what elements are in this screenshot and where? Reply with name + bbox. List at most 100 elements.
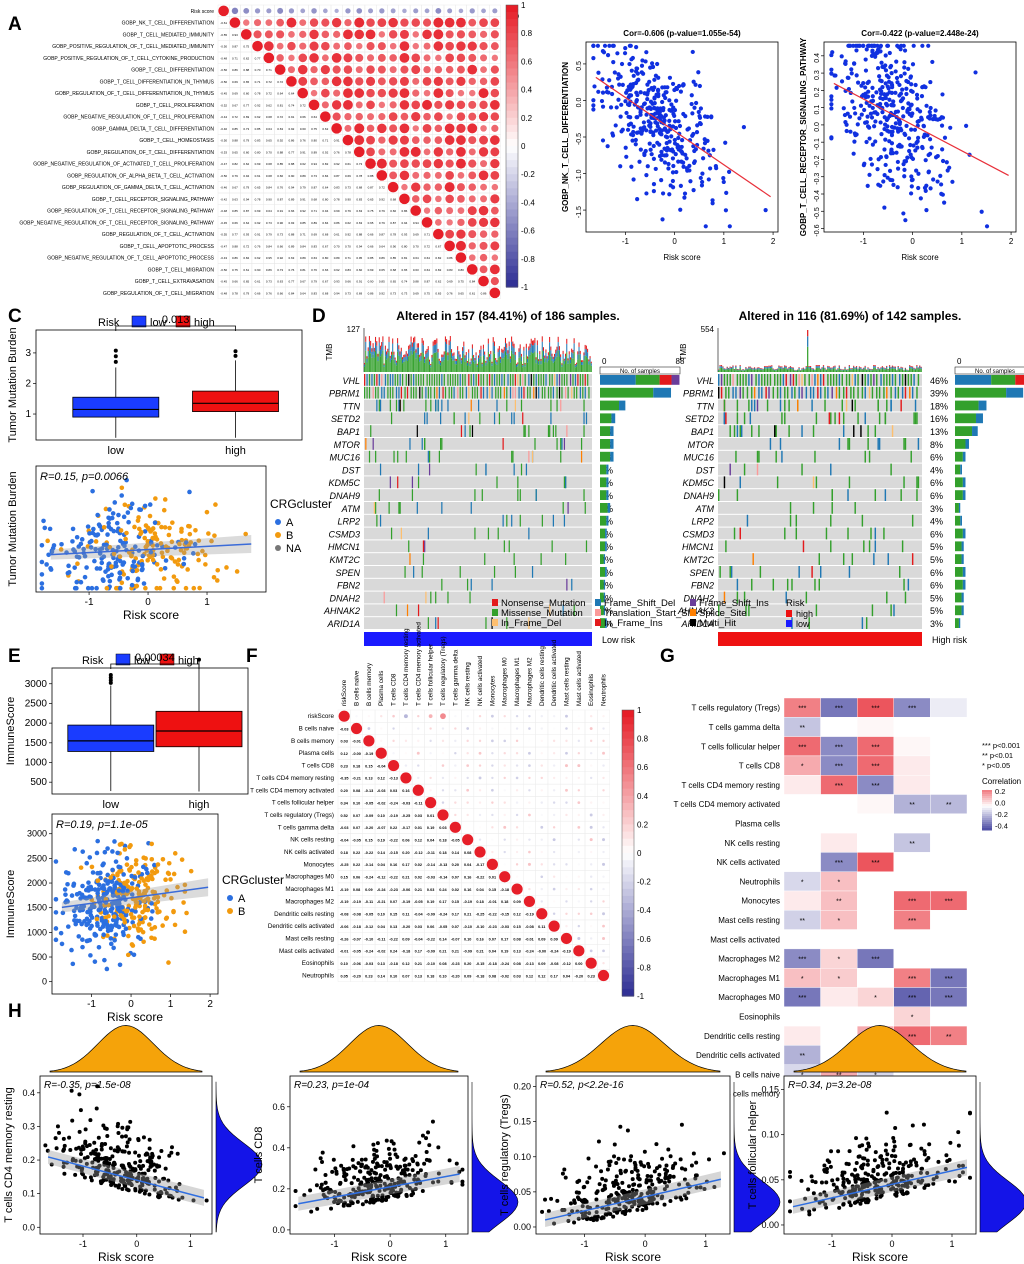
colorbar-tick-label: 0.2 bbox=[521, 114, 533, 123]
tmb-bar bbox=[458, 359, 460, 372]
panel-a-circle bbox=[490, 217, 500, 228]
tmb-bar bbox=[403, 357, 405, 362]
panel-a-circle bbox=[263, 52, 275, 64]
mutation-cell bbox=[847, 527, 849, 540]
mutation-cell bbox=[365, 438, 367, 450]
mutation-cell bbox=[756, 450, 759, 463]
tmb-bar bbox=[375, 342, 377, 351]
mutation-cell bbox=[904, 438, 907, 450]
panel-d-gene-percent: 6% bbox=[930, 478, 943, 488]
gene-count-bar bbox=[600, 554, 604, 564]
panel-a-circle bbox=[388, 17, 398, 28]
scatter-point bbox=[66, 563, 71, 569]
mutation-cell bbox=[435, 591, 437, 604]
panel-b-point bbox=[964, 123, 969, 128]
panel-a-value: 0.92 bbox=[345, 233, 351, 237]
panel-b-point bbox=[928, 113, 933, 118]
tmb-bar bbox=[801, 369, 803, 372]
tmb-bar bbox=[864, 366, 866, 369]
panel-b-point bbox=[909, 174, 914, 179]
panel-b-point bbox=[880, 85, 885, 90]
tmb-bar bbox=[473, 354, 475, 358]
tmb-bar bbox=[447, 352, 449, 356]
scatter-point bbox=[88, 953, 93, 958]
panel-a-value: 0.86 bbox=[232, 68, 238, 72]
panel-a-circle bbox=[243, 7, 250, 14]
panel-b-point bbox=[709, 114, 714, 119]
scatter-point bbox=[144, 876, 150, 881]
tmb-bar bbox=[900, 366, 902, 368]
mutation-cell bbox=[814, 374, 816, 386]
scatter-point bbox=[63, 892, 68, 897]
panel-a-value: 0.91 bbox=[300, 197, 306, 201]
tmb-bar bbox=[463, 341, 465, 347]
mutation-cell bbox=[894, 386, 897, 399]
tmb-bar bbox=[766, 368, 769, 372]
scatter-point bbox=[107, 578, 113, 584]
scatter-point bbox=[125, 510, 131, 515]
tmb-bar bbox=[556, 350, 558, 357]
tmb-bar bbox=[430, 363, 432, 366]
tmb-bar bbox=[848, 366, 850, 368]
scatter-point bbox=[79, 537, 85, 542]
mutation-cell bbox=[838, 374, 841, 386]
scatter-point bbox=[234, 569, 240, 574]
panel-a-circle bbox=[468, 254, 476, 261]
tmb-bar bbox=[884, 368, 886, 369]
panel-a-value: 0.78 bbox=[356, 174, 362, 178]
mutation-cell bbox=[563, 438, 566, 450]
tmb-bar bbox=[728, 367, 730, 369]
tmb-bar bbox=[382, 341, 384, 351]
panel-b-point bbox=[866, 89, 871, 94]
mutation-cell bbox=[403, 399, 405, 412]
tmb-bar bbox=[388, 341, 390, 351]
panel-d-gene-percent: 5% bbox=[930, 542, 943, 552]
panel-b-point bbox=[667, 139, 672, 144]
tmb-bar bbox=[444, 350, 446, 372]
tmb-bar bbox=[914, 369, 917, 372]
panel-a-value: 0.69 bbox=[232, 92, 238, 96]
oncogrid-row bbox=[364, 566, 592, 578]
scatter-point bbox=[128, 887, 134, 893]
tmb-bar bbox=[590, 361, 592, 364]
panel-b-point bbox=[763, 208, 768, 213]
panel-d-mutation-legend-item: Frame_Shift_Del bbox=[604, 598, 675, 609]
tmb-bar bbox=[831, 368, 833, 370]
tmb-bar bbox=[508, 341, 510, 347]
panel-a-circle bbox=[367, 113, 375, 121]
panel-b-point bbox=[880, 110, 885, 115]
panel-b-point bbox=[898, 99, 904, 104]
tmb-bar bbox=[589, 362, 591, 372]
panel-a-row-label: GOBP_NEGATIVE_REGULATION_OF_T_CELL_RECEP… bbox=[19, 220, 214, 226]
tmb-bar bbox=[857, 369, 859, 372]
tmb-bar bbox=[390, 354, 392, 360]
mutation-cell bbox=[436, 374, 438, 386]
panel-b-point bbox=[942, 135, 948, 140]
tmb-bar bbox=[470, 360, 472, 364]
mutation-cell bbox=[438, 386, 440, 399]
scatter-point bbox=[115, 850, 120, 856]
mutation-cell bbox=[842, 386, 845, 399]
mutation-cell bbox=[451, 386, 453, 399]
panel-a-circle bbox=[455, 252, 467, 263]
tmb-bar bbox=[462, 357, 464, 372]
scatter-point bbox=[195, 551, 201, 557]
panel-a-value: 0.91 bbox=[289, 115, 295, 119]
mutation-cell bbox=[864, 374, 866, 386]
panel-a-circle bbox=[277, 7, 284, 14]
tmb-bar bbox=[392, 343, 394, 352]
scatter-point bbox=[215, 567, 221, 573]
panel-e-box-axes bbox=[51, 667, 249, 795]
tmb-bar bbox=[470, 363, 472, 372]
mutation-cell bbox=[462, 386, 464, 399]
tmb-bar bbox=[785, 366, 787, 369]
panel-a-value: 0.75 bbox=[458, 280, 464, 284]
tmb-bar bbox=[776, 368, 779, 370]
panel-a-value: 0.81 bbox=[300, 268, 306, 272]
mutation-cell bbox=[871, 604, 874, 617]
panel-a-value: 0.85 bbox=[255, 127, 261, 131]
panel-a-circle bbox=[489, 264, 500, 275]
mutation-cell bbox=[736, 412, 739, 425]
panel-a-row-label: GOBP_T_CELL_DIFFERENTIATION bbox=[131, 68, 214, 74]
mutation-cell bbox=[874, 489, 877, 501]
